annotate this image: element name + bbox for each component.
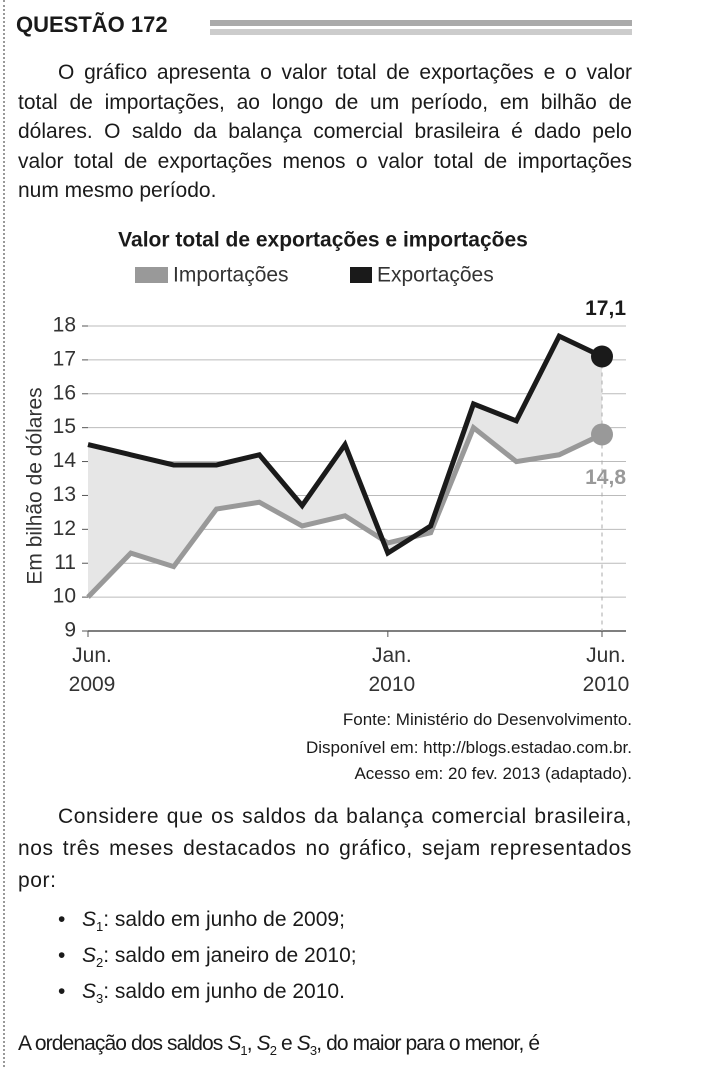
legend-label: Importações — [173, 264, 289, 287]
x-tick-label: Jan. 2010 — [368, 644, 415, 696]
text: , — [246, 1032, 253, 1055]
y-tick-label: 9 — [64, 619, 76, 642]
symbol: S — [256, 1032, 271, 1055]
symbol: S — [82, 908, 97, 931]
item-text: : saldo em junho de 2010. — [103, 980, 345, 1003]
intro-text: O gráfico apresenta o valor total de exp… — [18, 61, 632, 202]
y-axis-label: Em bilhão de dólares — [24, 387, 47, 584]
closing-text: A ordenação dos saldos S1, S2 e S3, do m… — [18, 1029, 632, 1066]
y-tick-label: 18 — [53, 314, 76, 337]
y-tick-label: 12 — [53, 517, 76, 540]
legend-swatch — [135, 267, 168, 283]
header-rule — [210, 29, 632, 35]
x-tick-label: Jun. 2009 — [69, 644, 116, 696]
list-item: • S3: saldo em junho de 2010. — [58, 980, 345, 1007]
source-line: Acesso em: 20 fev. 2013 (adaptado). — [354, 764, 632, 783]
subscript: 2 — [96, 955, 104, 971]
data-label: 14,8 — [585, 466, 626, 489]
subscript: 3 — [96, 991, 104, 1007]
subscript: 1 — [96, 919, 104, 935]
y-tick-label: 13 — [53, 483, 76, 506]
y-tick-label: 10 — [53, 585, 76, 608]
list-item: • S1: saldo em junho de 2009; — [58, 908, 345, 935]
text: , do maior para o menor, é — [316, 1032, 540, 1055]
data-label: 17,1 — [585, 297, 626, 320]
symbol: S — [82, 980, 97, 1003]
item-text: : saldo em junho de 2009; — [103, 908, 345, 931]
page-edge — [3, 0, 8, 1067]
question-title: QUESTÃO 172 — [16, 12, 168, 37]
subscript: 2 — [269, 1043, 277, 1059]
y-tick-label: 15 — [53, 415, 76, 438]
series-line — [86, 423, 604, 599]
source-line: Fonte: Ministério do Desenvolvimento. — [342, 710, 632, 729]
y-tick-label: 16 — [53, 381, 76, 404]
subscript: 1 — [240, 1043, 247, 1059]
y-tick-label: 11 — [54, 551, 76, 574]
symbol: S — [227, 1032, 241, 1055]
legend-swatch — [350, 267, 372, 283]
item-text: : saldo em janeiro de 2010; — [103, 944, 357, 967]
list-item: • S2: saldo em janeiro de 2010; — [58, 944, 357, 971]
y-tick-label: 17 — [53, 347, 76, 370]
text: A ordenação dos saldos — [18, 1032, 223, 1055]
chart: Valor total de exportações e importações… — [24, 229, 630, 696]
gap-area — [88, 336, 602, 598]
series-line — [87, 332, 604, 557]
end-marker — [591, 345, 613, 368]
source-line: Disponível em: http://blogs.estadao.com.… — [305, 738, 632, 757]
y-tick-label: 14 — [53, 449, 77, 472]
text: e — [281, 1032, 293, 1055]
end-marker — [591, 423, 613, 446]
legend-label: Exportações — [377, 264, 494, 287]
subscript: 3 — [309, 1043, 317, 1059]
header-rule — [210, 20, 632, 26]
x-tick-label: Jun. 2010 — [583, 644, 630, 696]
prompt-text: Considere que os saldos da balança comer… — [18, 805, 632, 892]
symbol: S — [82, 944, 97, 967]
chart-title: Valor total de exportações e importações — [118, 229, 528, 252]
symbol: S — [296, 1032, 311, 1055]
